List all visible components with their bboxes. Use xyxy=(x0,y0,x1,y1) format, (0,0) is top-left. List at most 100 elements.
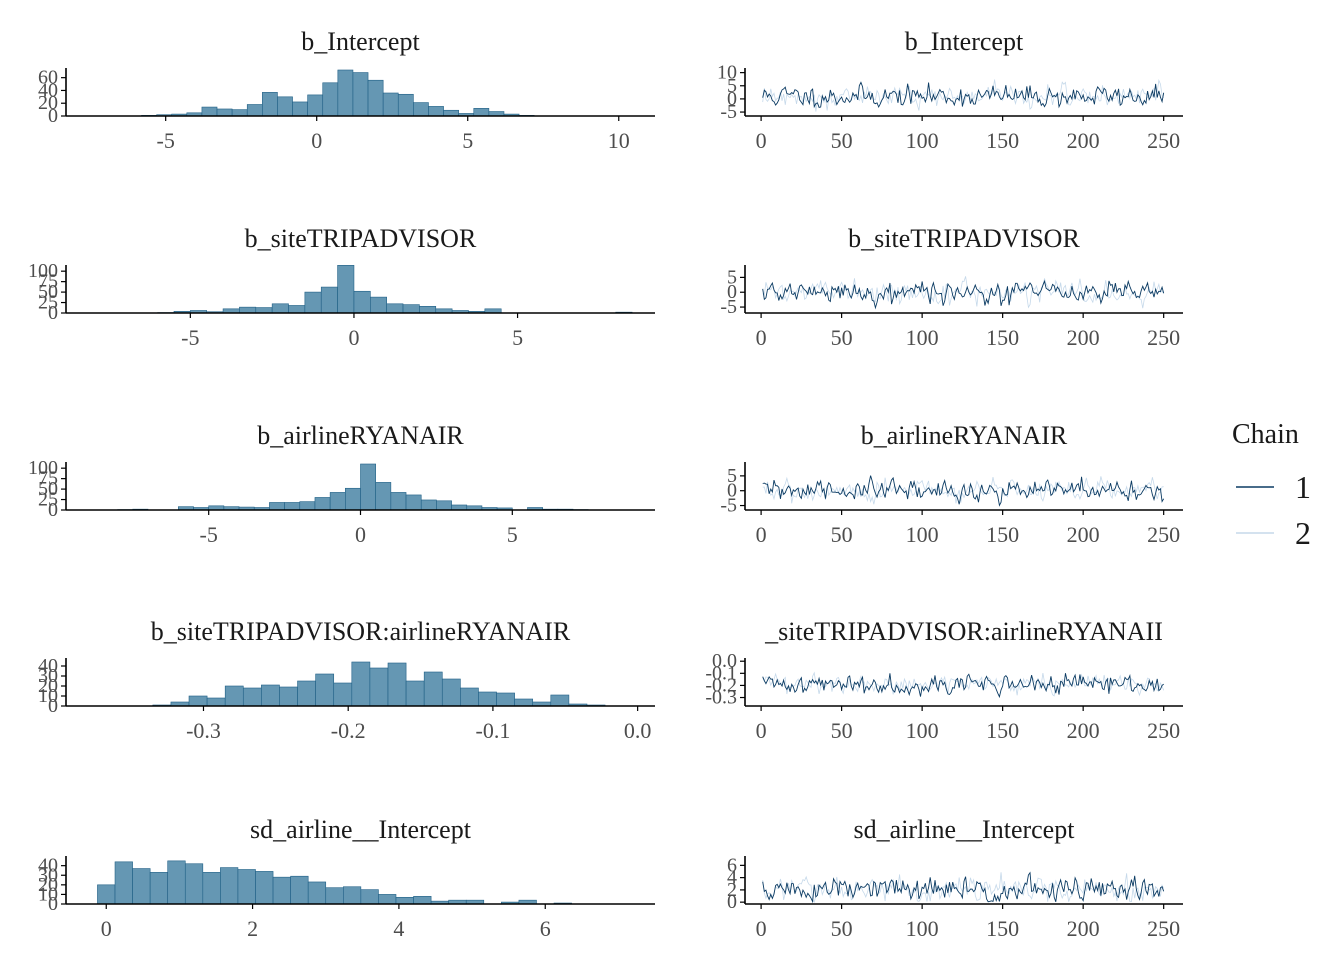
histogram-bar xyxy=(441,678,461,707)
x-tick-label: -0.2 xyxy=(331,718,366,743)
histogram-bar xyxy=(419,306,437,314)
y-tick-label: 0 xyxy=(727,480,737,502)
y-tick-label: 30 xyxy=(38,665,58,687)
histogram-bar xyxy=(320,286,338,314)
histogram-bar xyxy=(353,290,371,314)
x-tick-label: 0 xyxy=(348,325,359,350)
y-tick-label: 20 xyxy=(38,675,58,697)
histogram-bar xyxy=(315,673,335,707)
histogram-bar xyxy=(345,487,361,511)
trace-line-chain-1 xyxy=(762,279,1165,310)
histogram-bar xyxy=(413,896,432,905)
histogram-bar xyxy=(167,860,186,905)
histogram-bar xyxy=(261,684,280,707)
y-tick-label: -5 xyxy=(720,101,737,123)
trace-line-chain-1 xyxy=(762,871,1165,904)
legend-label-chain-2: 2 xyxy=(1295,515,1311,551)
histogram-bar xyxy=(288,305,306,314)
y-tick-label: -5 xyxy=(720,296,737,318)
y-tick-label: 100 xyxy=(28,260,58,282)
x-tick-label: -0.3 xyxy=(186,718,221,743)
histogram-bar xyxy=(382,92,399,117)
histogram-bar xyxy=(292,101,308,117)
y-tick-label: 4 xyxy=(727,867,737,889)
y-tick-label: 6 xyxy=(727,854,737,876)
x-tick-label: 150 xyxy=(986,325,1019,350)
x-tick-label: -5 xyxy=(200,522,218,547)
histogram-bar xyxy=(514,698,534,707)
histogram-bar xyxy=(242,687,262,707)
x-tick-label: 0.0 xyxy=(624,718,652,743)
x-tick-label: 250 xyxy=(1147,718,1180,743)
y-tick-label: 0 xyxy=(48,302,58,324)
trace-line-chain-2 xyxy=(762,276,1164,309)
panel-title: b_siteTRIPADVISOR xyxy=(848,224,1080,253)
y-tick-label: 0.0 xyxy=(712,650,737,672)
x-tick-label: 250 xyxy=(1147,325,1180,350)
histogram-bar xyxy=(307,94,324,117)
y-tick-label: 20 xyxy=(38,874,58,896)
histogram-bar xyxy=(184,863,204,905)
histogram-bar xyxy=(224,685,244,707)
x-tick-label: 150 xyxy=(986,522,1019,547)
histogram-bar xyxy=(395,896,414,905)
panel-title: b_airlineRYANAIR xyxy=(257,421,464,450)
x-tick-label: -0.1 xyxy=(476,718,511,743)
histogram-bar xyxy=(255,871,274,905)
x-tick-label: 250 xyxy=(1147,128,1180,153)
histogram-bar xyxy=(370,296,387,314)
histogram-bar xyxy=(387,662,407,707)
histogram-bar xyxy=(402,304,420,314)
x-tick-label: 150 xyxy=(986,718,1019,743)
histogram-bar xyxy=(269,502,285,511)
histogram-bar xyxy=(132,868,151,905)
y-tick-label: 50 xyxy=(38,281,58,303)
histogram-bar xyxy=(550,694,570,707)
trace-line-chain-1 xyxy=(762,673,1164,699)
histogram-bar xyxy=(262,92,278,117)
x-tick-label: 250 xyxy=(1147,916,1180,941)
histogram-bar xyxy=(390,492,407,511)
y-tick-label: 0 xyxy=(48,893,58,915)
x-tick-label: 150 xyxy=(986,128,1019,153)
chain-legend: Chain 1 2 xyxy=(1232,419,1311,551)
histogram-bar xyxy=(329,492,346,511)
y-tick-label: 0 xyxy=(727,891,737,913)
histogram-bar xyxy=(290,875,309,905)
histogram-bar xyxy=(114,861,133,905)
panel-title: b_Intercept xyxy=(301,27,420,56)
panel-title: b_Intercept xyxy=(905,27,1024,56)
x-tick-label: -5 xyxy=(157,128,175,153)
y-tick-label: -5 xyxy=(720,495,737,517)
x-tick-label: 250 xyxy=(1147,522,1180,547)
x-tick-label: 0 xyxy=(355,522,366,547)
panel-title: b_siteTRIPADVISOR:airlineRYANAIR xyxy=(151,617,571,646)
y-tick-label: 100 xyxy=(28,457,58,479)
histogram-bar xyxy=(423,671,443,707)
histogram-bar xyxy=(337,265,355,314)
x-tick-label: 200 xyxy=(1067,916,1100,941)
histogram-bar xyxy=(420,499,437,511)
y-tick-label: 40 xyxy=(38,655,58,677)
y-tick-label: 0 xyxy=(48,695,58,717)
y-tick-label: -0.2 xyxy=(705,674,737,696)
x-tick-label: 200 xyxy=(1067,522,1100,547)
y-tick-label: 40 xyxy=(38,79,58,101)
x-tick-label: 100 xyxy=(906,916,939,941)
legend-label-chain-1: 1 xyxy=(1295,469,1311,505)
panel-title: b_airlineRYANAIR xyxy=(861,421,1068,450)
y-tick-label: 10 xyxy=(38,685,58,707)
histogram-bar xyxy=(299,501,316,511)
histogram-bar xyxy=(246,104,263,117)
legend-title: Chain xyxy=(1232,419,1299,450)
histogram-bar xyxy=(255,307,273,314)
y-tick-label: -0.1 xyxy=(705,662,737,684)
trace-line-chain-1 xyxy=(762,475,1165,507)
x-tick-label: 0 xyxy=(101,916,112,941)
x-tick-label: 0 xyxy=(756,916,767,941)
trace-line-chain-1 xyxy=(762,81,1165,109)
y-tick-label: 75 xyxy=(38,271,58,293)
